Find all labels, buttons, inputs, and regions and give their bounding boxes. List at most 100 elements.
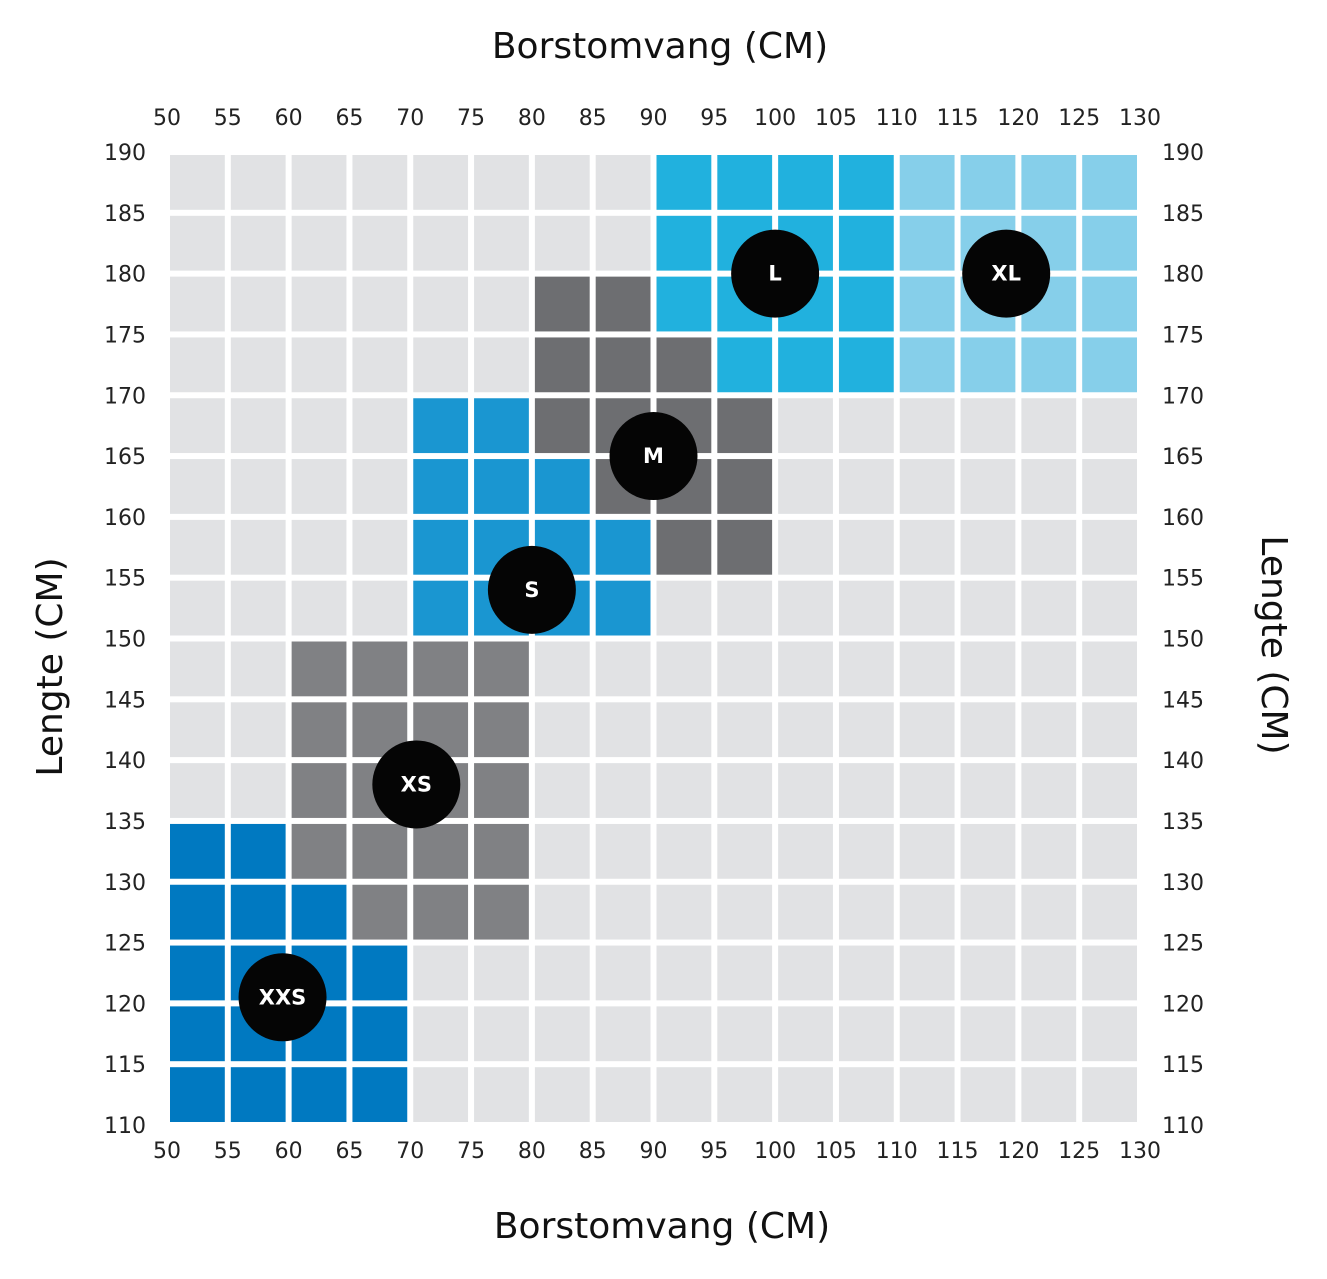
badge-circle (962, 229, 1051, 318)
x-tick-bottom: 50 (153, 1139, 181, 1164)
cell-m (534, 276, 590, 332)
cell-l (778, 155, 833, 210)
y-tick-left: 165 (104, 445, 146, 470)
y-tick-right: 115 (1162, 1053, 1204, 1078)
x-tick-top: 75 (457, 106, 485, 131)
cell-empty (230, 519, 286, 575)
cell-s (534, 459, 590, 514)
cell-empty (595, 884, 651, 940)
cell-empty (595, 155, 651, 210)
cell-empty (717, 945, 773, 1001)
cell-empty (1082, 884, 1137, 940)
cell-xs (413, 884, 469, 940)
cell-empty (1021, 641, 1077, 697)
cell-empty (960, 1067, 1016, 1122)
cell-empty (1021, 459, 1077, 514)
cell-xs (474, 884, 529, 940)
cell-empty (960, 459, 1016, 514)
cell-empty (838, 1006, 894, 1062)
cell-s (595, 519, 651, 575)
cell-empty (291, 337, 347, 393)
cell-empty (1021, 702, 1077, 758)
cell-m (717, 519, 773, 575)
cell-xxs (230, 1067, 286, 1122)
y-tick-left: 190 (104, 141, 146, 166)
cell-empty (170, 155, 225, 210)
cell-xl (1082, 337, 1137, 393)
cell-empty (534, 1067, 590, 1122)
cell-empty (899, 1067, 955, 1122)
cell-empty (1082, 945, 1137, 1001)
y-tick-left: 125 (104, 932, 146, 957)
cell-s (413, 459, 469, 514)
y-tick-right: 130 (1162, 871, 1204, 896)
cell-empty (534, 215, 590, 271)
cell-empty (899, 884, 955, 940)
cell-xs (474, 823, 529, 879)
tick-labels: 50 50 55 55 60 60 65 65 70 70 75 75 80 80 85 85 90 90 95 95… (104, 106, 1204, 1164)
cell-empty (838, 945, 894, 1001)
x-tick-bottom: 80 (518, 1139, 546, 1164)
cell-l (838, 215, 894, 271)
cell-l (656, 276, 712, 332)
cell-l (838, 337, 894, 393)
y-tick-left: 150 (104, 628, 146, 653)
cell-s (595, 580, 651, 636)
y-tick-right: 110 (1162, 1114, 1204, 1139)
cell-empty (899, 580, 955, 636)
cell-empty (1082, 519, 1137, 575)
cell-empty (170, 641, 225, 697)
cell-xs (291, 702, 347, 758)
cell-m (717, 459, 773, 514)
x-tick-top: 120 (997, 106, 1039, 131)
cell-empty (352, 155, 408, 210)
cell-empty (230, 398, 286, 454)
grid-cells (170, 155, 1137, 1122)
y-tick-left: 135 (104, 810, 146, 835)
cell-xl (899, 276, 955, 332)
y-tick-left: 140 (104, 749, 146, 774)
size-label: XXS (259, 985, 307, 1009)
cell-xxs (170, 884, 225, 940)
size-badge-m: M (609, 412, 698, 501)
cell-xs (413, 823, 469, 879)
cell-empty (838, 580, 894, 636)
cell-xxs (230, 884, 286, 940)
cell-empty (595, 763, 651, 818)
size-label: L (768, 262, 781, 286)
cell-empty (352, 276, 408, 332)
cell-empty (534, 702, 590, 758)
cell-empty (230, 641, 286, 697)
cell-empty (474, 215, 529, 271)
cell-l (838, 155, 894, 210)
cell-empty (1082, 459, 1137, 514)
y-tick-left: 175 (104, 323, 146, 348)
y-tick-right: 190 (1162, 141, 1204, 166)
cell-empty (778, 823, 833, 879)
cell-xs (474, 763, 529, 818)
y-tick-right: 155 (1162, 567, 1204, 592)
cell-empty (352, 337, 408, 393)
cell-empty (1082, 1067, 1137, 1122)
x-tick-top: 70 (396, 106, 424, 131)
cell-empty (1021, 763, 1077, 818)
x-tick-top: 60 (275, 106, 303, 131)
cell-m (656, 519, 712, 575)
size-label: XS (401, 772, 432, 796)
cell-xxs (352, 1006, 408, 1062)
x-tick-bottom: 75 (457, 1139, 485, 1164)
cell-empty (474, 1006, 529, 1062)
cell-xl (899, 337, 955, 393)
x-tick-top: 110 (876, 106, 918, 131)
cell-empty (960, 519, 1016, 575)
y-tick-right: 170 (1162, 384, 1204, 409)
cell-empty (778, 580, 833, 636)
cell-empty (717, 702, 773, 758)
cell-empty (291, 276, 347, 332)
cell-xl (1021, 155, 1077, 210)
size-label: XL (991, 262, 1021, 286)
y-tick-right: 145 (1162, 688, 1204, 713)
cell-empty (1082, 823, 1137, 879)
cell-empty (1021, 945, 1077, 1001)
cell-empty (291, 459, 347, 514)
